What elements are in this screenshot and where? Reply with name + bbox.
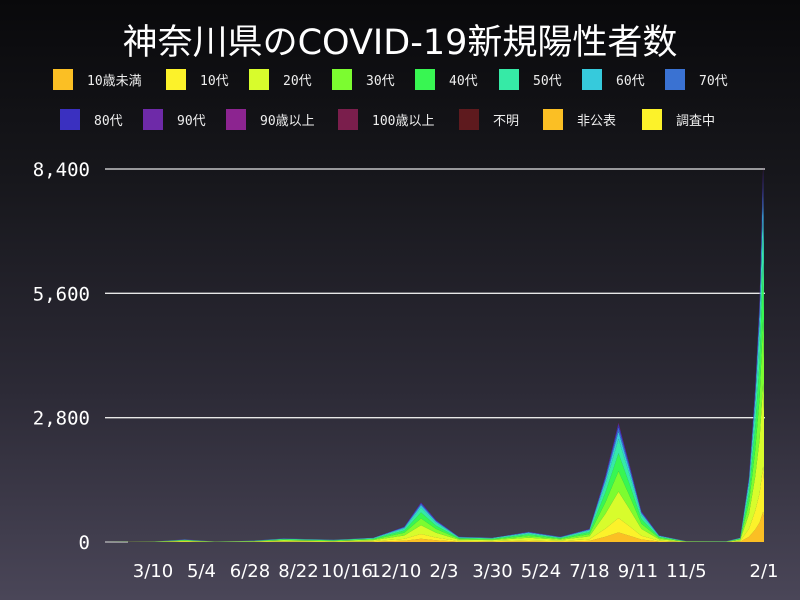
legend-item: 不明	[459, 109, 519, 130]
x-tick-label: 11/5	[666, 561, 706, 582]
x-tick-label: 7/18	[569, 561, 609, 582]
legend-item: 10歳未満	[53, 69, 142, 90]
area-series	[105, 217, 764, 542]
legend-swatch	[499, 69, 519, 90]
area-series	[105, 164, 764, 542]
legend-label: 100歳以上	[372, 114, 435, 129]
legend-label: 90代	[177, 114, 206, 129]
legend-swatch	[332, 69, 352, 90]
legend-label: 50代	[533, 74, 562, 89]
x-tick-label: 9/11	[618, 561, 658, 582]
legend-label: 10歳未満	[87, 74, 142, 89]
y-tick-label: 0	[79, 532, 90, 554]
legend-swatch	[143, 109, 163, 130]
legend-swatch	[642, 109, 662, 130]
legend-item: 10代	[166, 69, 229, 90]
x-tick-label: 12/10	[370, 561, 422, 582]
legend-item: 調査中	[642, 109, 715, 130]
legend-item: 20代	[249, 69, 312, 90]
x-tick-label: 8/22	[278, 561, 318, 582]
legend-label: 調査中	[676, 114, 716, 129]
legend-swatch	[53, 69, 73, 90]
area-series	[105, 262, 764, 542]
legend-item: 100歳以上	[338, 109, 434, 130]
legend-item: 90歳以上	[226, 109, 315, 130]
legend-swatch	[249, 69, 269, 90]
y-tick-label: 5,600	[33, 283, 90, 305]
legend-swatch	[543, 109, 563, 130]
legend-label: 不明	[493, 114, 520, 129]
legend-item: 50代	[499, 69, 562, 90]
area-series	[105, 319, 764, 542]
legend-label: 70代	[699, 74, 728, 89]
y-tick-label: 2,800	[33, 408, 90, 430]
chart-title: 神奈川県のCOVID-19新規陽性者数	[122, 23, 678, 63]
legend-label: 40代	[449, 74, 478, 89]
area-series	[105, 166, 764, 542]
legend-item: 30代	[332, 69, 395, 90]
legend-swatch	[60, 109, 80, 130]
legend-label: 非公表	[577, 114, 617, 129]
legend-swatch	[665, 69, 685, 90]
legend-item: 80代	[60, 109, 123, 130]
x-tick-label: 10/16	[321, 561, 373, 582]
legend-label: 20代	[283, 74, 312, 89]
x-tick-label: 3/10	[133, 561, 173, 582]
x-tick-label: 2/3	[429, 561, 458, 582]
legend-item: 非公表	[543, 109, 616, 130]
x-tick-label: 6/28	[230, 561, 270, 582]
x-tick-label: 2/1	[750, 561, 779, 582]
legend-label: 60代	[616, 74, 645, 89]
legend-swatch	[582, 69, 602, 90]
legend-item: 90代	[143, 109, 206, 130]
legend-swatch	[415, 69, 435, 90]
area-series	[105, 383, 764, 542]
area-series	[105, 179, 764, 542]
area-series	[105, 170, 764, 542]
legend-item: 70代	[665, 69, 728, 90]
area-series	[105, 194, 764, 543]
x-tick-label: 5/24	[521, 561, 561, 582]
legend-item: 60代	[582, 69, 645, 90]
legend-swatch	[338, 109, 358, 130]
y-tick-label: 8,400	[33, 159, 90, 181]
legend-swatch	[226, 109, 246, 130]
legend-item: 40代	[415, 69, 478, 90]
x-tick-label: 3/30	[472, 561, 512, 582]
legend-swatch	[459, 109, 479, 130]
legend-swatch	[166, 69, 186, 90]
legend-label: 80代	[94, 114, 123, 129]
legend-label: 30代	[366, 74, 395, 89]
x-tick-label: 5/4	[187, 561, 216, 582]
legend-label: 10代	[200, 74, 229, 89]
legend-label: 90歳以上	[260, 114, 315, 129]
